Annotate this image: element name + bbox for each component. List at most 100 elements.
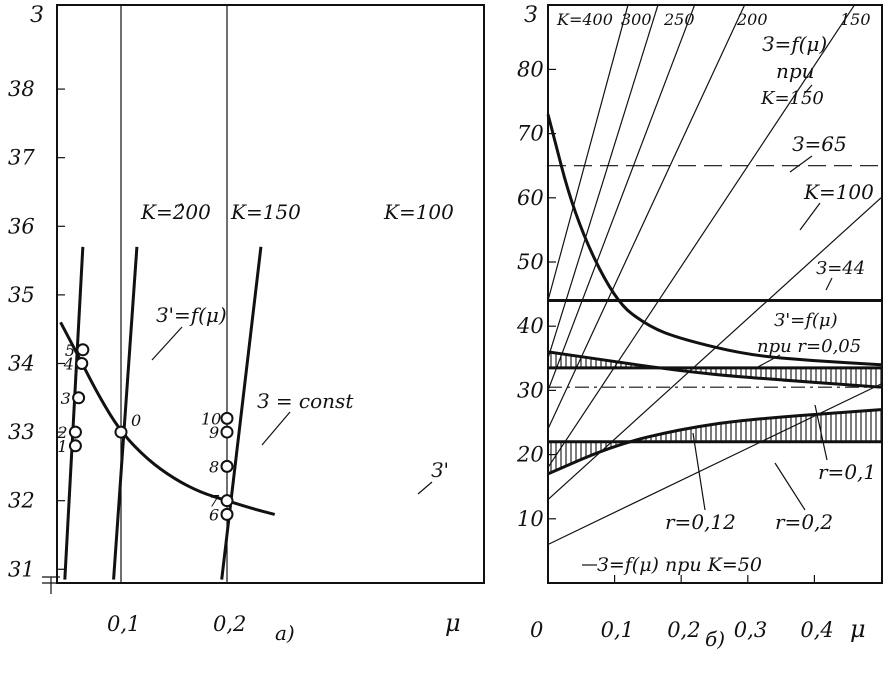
panel-b-label: б) — [705, 627, 725, 651]
panel-a-point-8 — [220, 459, 234, 473]
leader-r012-b — [692, 432, 706, 511]
leader-r01-b — [814, 404, 828, 461]
panel-a-point-label-2: 2 — [56, 423, 67, 442]
leader-r02-b — [774, 462, 806, 511]
panel-a-ytick-label-5: 36 — [8, 214, 35, 238]
label-r012-b: r=0,12 — [665, 510, 736, 534]
label-250-b: 250 — [663, 10, 695, 29]
label-k150-a: K=150 — [230, 200, 301, 224]
panel-b-series-k-400 — [547, 5, 629, 301]
panel-a-series-3 — [59, 321, 276, 516]
panel-a-ytick-label-0: 31 — [8, 557, 35, 581]
panel-b-series-150 — [547, 4, 855, 468]
label-150-b: 150 — [840, 10, 871, 29]
label-k400-b: K=400 — [556, 10, 613, 29]
panel-a-series-0 — [63, 246, 85, 580]
panel-a-point-0 — [114, 425, 128, 439]
panel-b-xtick-label-2: 0,2 — [667, 618, 700, 642]
panel-b-ytick-label-1: 20 — [516, 443, 544, 467]
panel-b-y-axis-label: З — [524, 3, 538, 28]
label-fmu-b: З=f(μ) — [762, 32, 827, 56]
leader-k100-b — [799, 202, 821, 231]
leader-zprime-a — [417, 481, 433, 495]
panel-a-point-4 — [75, 356, 89, 370]
panel-a-ytick-label-6: 37 — [8, 146, 35, 170]
panel-b-ytick-label-2: 30 — [517, 378, 544, 402]
label-pri-r-b: при r=0,05 — [757, 336, 861, 357]
panel-a-ytick-label-7: 38 — [8, 77, 35, 101]
panel-a-series-1 — [112, 246, 139, 580]
panel-b-series-200 — [547, 4, 746, 430]
label-k200-a: K=2̂00 — [140, 200, 211, 224]
label-k50-b: З=f(μ) при K=50 — [597, 554, 762, 576]
panel-a-ytick-label-3: 34 — [8, 351, 35, 375]
panel-a-label: а) — [275, 621, 295, 645]
leader-fmu-b — [804, 84, 813, 94]
panel-b-ytick-label-0: 10 — [517, 507, 544, 531]
leader-const-a — [261, 411, 291, 446]
label-fprime-b: З'=f(μ) — [774, 310, 838, 331]
panel-b-series-з-f-при-k-50 — [547, 383, 882, 546]
panel-a-point-label-5: 5 — [65, 341, 75, 360]
chart-panel-b: 10 20 30 40 50 60 70 80 0 0,1 0,2 0,3 0,4 З μ б) K=… — [516, 3, 883, 651]
panel-b-ytick-label-3: 40 — [516, 314, 544, 338]
label-r02-b: r=0,2 — [775, 510, 833, 534]
label-const-a: З = const — [257, 389, 354, 413]
panel-a-point-label-4: 4 — [63, 354, 74, 373]
panel-a-point-7 — [220, 494, 234, 508]
panel-a-ytick-label-4: 35 — [8, 283, 35, 307]
panel-b-xtick-label-1: 0,1 — [601, 618, 634, 642]
leader-fprime-b — [755, 354, 781, 369]
panel-b-series-з-f-при-k-150 — [546, 113, 882, 367]
label-z44-b: З=44 — [816, 258, 865, 279]
label-r01-b: r=0,1 — [818, 460, 876, 484]
panel-a-point-label-3: 3 — [61, 389, 71, 408]
leader-fprime-a — [151, 326, 183, 361]
panel-a-point-label-7: 7 — [209, 492, 220, 511]
panel-a-point-1 — [68, 439, 82, 453]
panel-b-series-250 — [547, 4, 696, 391]
panel-a-point-5 — [76, 343, 90, 357]
panel-a-frame — [56, 4, 485, 584]
label-200-b: 200 — [736, 10, 768, 29]
panel-a-ytick-label-2: 33 — [8, 420, 35, 444]
panel-a-xtick-label-1: 0,2 — [213, 612, 246, 636]
panel-a-point-label-10: 10 — [201, 409, 221, 428]
panel-a-y-axis-label: З — [30, 3, 44, 28]
panel-a-point-label-8: 8 — [209, 457, 219, 476]
label-k100-b: K=100 — [803, 180, 874, 204]
panel-a-xtick-label-0: 0,1 — [107, 612, 140, 636]
panel-a-ytick-label-1: 32 — [8, 489, 35, 513]
panel-b-ytick-label-5: 60 — [517, 186, 544, 210]
panel-a-point-label-0: 0 — [131, 411, 141, 430]
label-300-b: 300 — [621, 10, 652, 29]
panel-a-point-label-1: 1 — [57, 437, 67, 456]
label-z65-b: З=65 — [792, 132, 847, 156]
panel-a-point-9 — [220, 425, 234, 439]
label-k150-curve-b: K=150 — [760, 88, 824, 109]
panel-a-point-10 — [220, 411, 234, 425]
leader-z65-b — [789, 155, 813, 173]
label-fprime-a: З'=f(μ) — [156, 303, 227, 327]
panel-b-frame — [547, 4, 883, 584]
panel-b-xtick-label-4: 0,4 — [800, 618, 833, 642]
panel-b-hatch-upper — [548, 351, 881, 388]
panel-b-x-axis-label: μ — [850, 615, 866, 643]
panel-b-xtick-label-3: 0,3 — [734, 618, 767, 642]
panel-a-point-6 — [220, 507, 234, 521]
panel-a-series-2 — [220, 246, 263, 580]
panel-b-xtick-label-0: 0 — [530, 618, 543, 642]
leader-z44-b — [825, 277, 833, 291]
panel-b-ytick-label-4: 50 — [517, 250, 544, 274]
panel-b-ytick-label-7: 80 — [517, 57, 544, 81]
panel-a-point-label-6: 6 — [209, 505, 219, 524]
label-k100-a: K=100 — [383, 200, 454, 224]
panel-a-point-3 — [72, 391, 86, 405]
panel-b-series-r-0-2 — [547, 408, 882, 476]
panel-a-x-axis-label: μ — [445, 609, 461, 637]
label-zprime-a: З' — [431, 458, 449, 482]
panel-a-point-2 — [68, 425, 82, 439]
panel-b-ytick-label-6: 70 — [517, 122, 544, 146]
